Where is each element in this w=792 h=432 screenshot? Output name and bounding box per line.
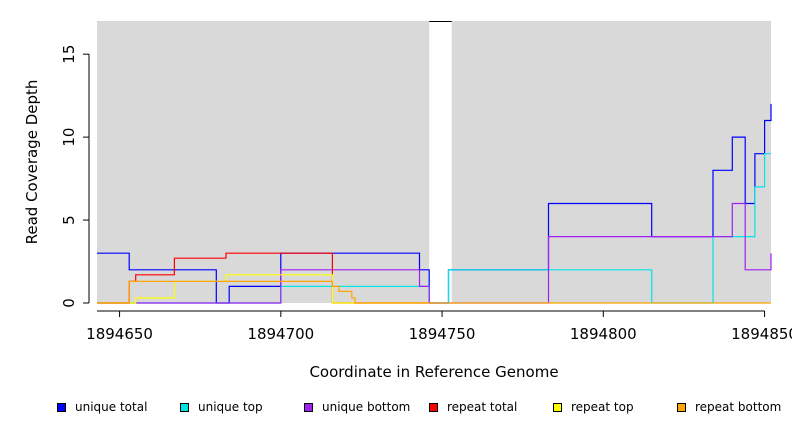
x-axis-label: Coordinate in Reference Genome	[309, 363, 558, 381]
legend-swatch-unique-total	[57, 402, 66, 412]
legend-label-repeat-bottom: repeat bottom	[695, 400, 782, 414]
x-tick-label: 1894700	[247, 325, 314, 343]
legend: unique total unique top unique bottom re…	[0, 400, 792, 420]
legend-item-repeat-bottom: repeat bottom	[677, 400, 781, 414]
coverage-chart: 1894650 1894700 1894750 1894800 1894850 0 5 10 1…	[23, 21, 792, 381]
x-tick-label: 1894850	[731, 325, 792, 343]
legend-item-unique-bottom: unique bottom	[304, 400, 410, 414]
y-tick-label: 15	[60, 45, 78, 64]
legend-swatch-repeat-bottom	[677, 402, 686, 412]
legend-label-unique-total: unique total	[75, 400, 148, 414]
axes-layer: 1894650 1894700 1894750 1894800 1894850 0 5 10 1…	[60, 45, 792, 343]
gap-band	[429, 21, 452, 303]
legend-label-unique-top: unique top	[198, 400, 263, 414]
legend-label-repeat-top: repeat top	[571, 400, 634, 414]
legend-item-unique-top: unique top	[180, 400, 263, 414]
legend-swatch-repeat-total	[429, 402, 438, 412]
legend-swatch-unique-bottom	[304, 402, 313, 412]
series-line-repeat-bottom	[97, 280, 771, 304]
legend-item-repeat-top: repeat top	[553, 400, 634, 414]
series-line-unique-top	[97, 153, 771, 304]
legend-label-unique-bottom: unique bottom	[322, 400, 411, 414]
legend-swatch-unique-top	[180, 402, 189, 412]
y-axis-label: Read Coverage Depth	[23, 80, 41, 245]
y-tick-label: 5	[60, 215, 78, 225]
legend-item-repeat-total: repeat total	[429, 400, 517, 414]
legend-label-repeat-total: repeat total	[447, 400, 518, 414]
series-layer	[97, 103, 772, 304]
y-tick-label: 10	[60, 128, 78, 147]
legend-swatch-repeat-top	[553, 402, 562, 412]
x-tick-label: 1894750	[409, 325, 476, 343]
x-tick-label: 1894800	[570, 325, 637, 343]
y-tick-label: 0	[60, 298, 78, 308]
legend-item-unique-total: unique total	[57, 400, 147, 414]
x-tick-label: 1894650	[86, 325, 153, 343]
